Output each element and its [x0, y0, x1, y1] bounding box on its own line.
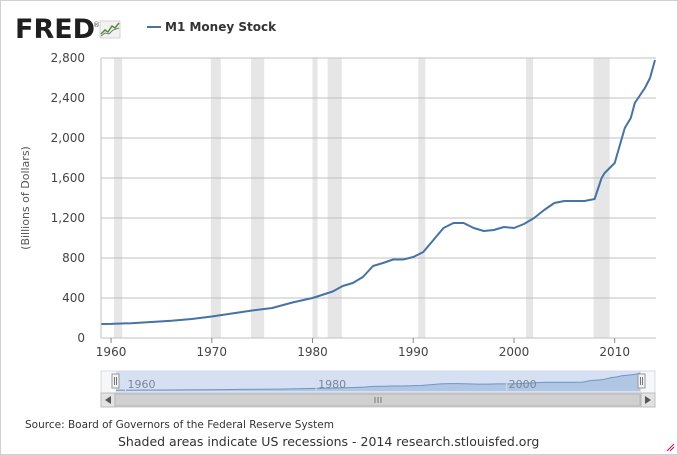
- y-tick-label: 2,000: [51, 131, 85, 145]
- series-layer: [100, 59, 656, 325]
- fred-logo-text: FRED: [15, 14, 95, 45]
- navigator-line: [116, 372, 641, 391]
- navigator-series: [116, 372, 641, 391]
- recession-bands: [114, 58, 610, 338]
- y-tick-label: 400: [62, 291, 85, 305]
- recession-band-3: [312, 58, 318, 338]
- recession-band-2: [251, 58, 265, 338]
- x-tick-label: 1970: [197, 345, 228, 359]
- series-line-m1-money-stock: [100, 59, 656, 325]
- navigator-tick-label: 1980: [318, 378, 346, 391]
- legend-entry-m1[interactable]: M1 Money Stock: [165, 20, 277, 34]
- y-tick-label: 1,200: [51, 211, 85, 225]
- scroll-right-arrow-icon: [645, 396, 651, 404]
- recession-band-7: [593, 58, 610, 338]
- scrollbar[interactable]: [100, 392, 656, 408]
- x-tick-label: 1980: [297, 345, 328, 359]
- axes: 0 400 800 1,200 1,600 2,000 2,400 2,800 1960 1970…: [51, 51, 630, 359]
- y-tick-label: 1,600: [51, 171, 85, 185]
- recession-band-5: [418, 58, 426, 338]
- registered-mark: ®: [93, 21, 100, 29]
- fred-logo: FRED ®: [15, 14, 121, 45]
- y-tick-label: 2,400: [51, 91, 85, 105]
- scroll-left-arrow-icon: [105, 396, 111, 404]
- resize-handle-icon[interactable]: [666, 443, 675, 452]
- y-tick-label: 800: [62, 251, 85, 265]
- x-tick-label: 2000: [499, 345, 530, 359]
- recession-note: Shaded areas indicate US recessions - 20…: [118, 434, 539, 449]
- x-tick-label: 1960: [96, 345, 127, 359]
- scrollbar-grip-icon: [374, 397, 382, 403]
- gridlines: [101, 57, 656, 339]
- y-axis-label: (Billions of Dollars): [19, 146, 32, 250]
- recession-band-4: [327, 58, 342, 338]
- navigator-area: [116, 373, 640, 391]
- fred-logo-graph-icon: [99, 20, 121, 39]
- navigator-tick-label: 2000: [509, 378, 537, 391]
- navigator[interactable]: 1960 1980 2000: [100, 370, 656, 394]
- recession-band-6: [526, 58, 534, 338]
- legend[interactable]: M1 Money Stock: [147, 20, 277, 34]
- y-tick-label: 2,800: [51, 51, 85, 65]
- source-note: Source: Board of Governors of the Federa…: [25, 419, 334, 431]
- navigator-selected-range[interactable]: [116, 371, 641, 393]
- recession-band-1: [210, 58, 221, 338]
- navigator-right-handle[interactable]: [637, 373, 646, 389]
- navigator-tick-label: 1960: [128, 378, 156, 391]
- recession-band-0: [114, 58, 123, 338]
- x-tick-label: 1990: [398, 345, 429, 359]
- y-tick-label: 0: [77, 331, 85, 345]
- x-tick-label: 2010: [599, 345, 630, 359]
- navigator-axis: 1960 1980 2000: [125, 371, 537, 393]
- navigator-left-handle[interactable]: [111, 373, 120, 389]
